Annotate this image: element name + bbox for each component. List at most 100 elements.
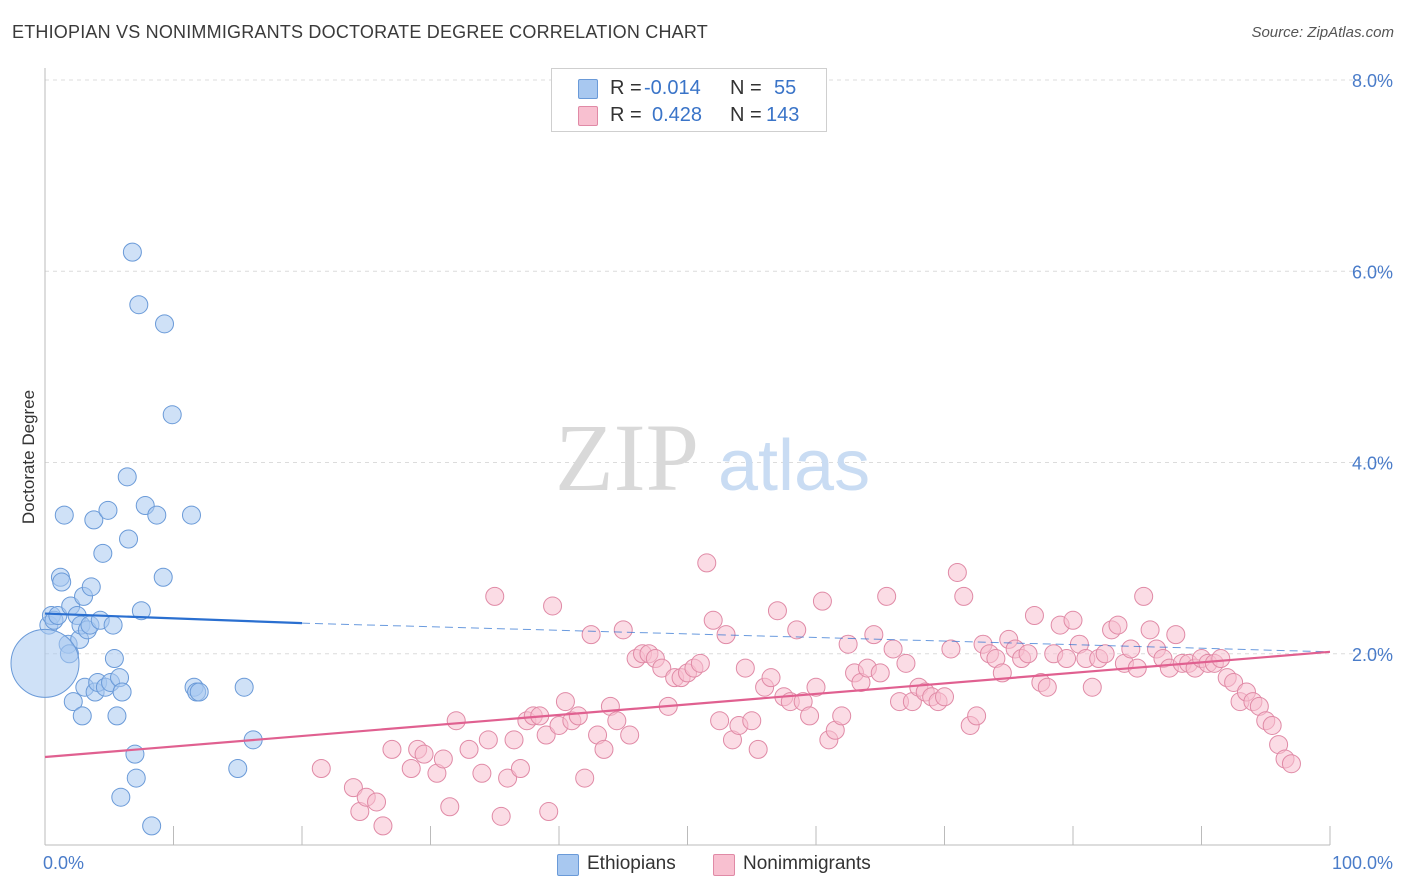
legend-r-value: -0.014 bbox=[644, 77, 701, 99]
trend-lines bbox=[44, 612, 1331, 759]
legend-r-label: R = bbox=[610, 77, 642, 99]
nonimmigrant-point bbox=[716, 625, 736, 645]
nonimmigrant-point bbox=[954, 586, 974, 606]
nonimmigrant-point bbox=[440, 797, 460, 817]
bottom-legend-swatch-nonimmigrants bbox=[713, 854, 735, 876]
ethiopian-point bbox=[162, 405, 182, 425]
ethiopian-point bbox=[153, 567, 173, 587]
nonimmigrant-point bbox=[787, 620, 807, 640]
y-tick-label: 6.0% bbox=[1352, 262, 1393, 282]
x-tick-label: 100.0% bbox=[1332, 853, 1393, 873]
grid-lines bbox=[45, 79, 1392, 655]
nonimmigrant-point bbox=[806, 677, 826, 697]
ethiopian-point bbox=[142, 816, 162, 836]
correlation-legend: R = -0.014 N = 55 R = 0.428 N = 143 bbox=[551, 68, 827, 132]
nonimmigrant-point bbox=[446, 711, 466, 731]
nonimmigrant-point bbox=[607, 711, 627, 731]
tick-labels: 2.0% 4.0% 6.0% 8.0% 0.0% 100.0% bbox=[43, 71, 1393, 873]
ethiopian-point bbox=[131, 601, 151, 621]
y-tick-label: 2.0% bbox=[1352, 645, 1393, 665]
ethiopian-point bbox=[10, 628, 80, 698]
ethiopian-point bbox=[155, 314, 175, 334]
ethiopian-point bbox=[234, 677, 254, 697]
nonimmigrant-point bbox=[748, 739, 768, 759]
nonimmigrant-point bbox=[373, 816, 393, 836]
nonimmigrant-point bbox=[1281, 754, 1301, 774]
nonimmigrant-point bbox=[761, 668, 781, 688]
ethiopian-point bbox=[81, 577, 101, 597]
nonimmigrant-point bbox=[581, 625, 601, 645]
axes bbox=[44, 68, 1331, 846]
nonimmigrant-point bbox=[575, 768, 595, 788]
nonimmigrant-point bbox=[1134, 586, 1154, 606]
legend-n-label: N = bbox=[730, 77, 762, 99]
nonimmigrant-point bbox=[594, 739, 614, 759]
nonimmigrant-point bbox=[555, 692, 575, 712]
nonimmigrant-point bbox=[1037, 677, 1057, 697]
chart-title: ETHIOPIAN VS NONIMMIGRANTS DOCTORATE DEG… bbox=[12, 22, 708, 42]
nonimmigrant-point bbox=[1095, 644, 1115, 664]
nonimmigrant-point bbox=[1063, 610, 1083, 630]
ethiopian-point bbox=[117, 467, 137, 487]
ethiopian-point bbox=[129, 295, 149, 315]
nonimmigrant-point bbox=[1057, 649, 1077, 669]
legend-n-value: 143 bbox=[766, 104, 800, 126]
nonimmigrant-point bbox=[613, 620, 633, 640]
ethiopian-point bbox=[119, 529, 139, 549]
nonimmigrant-point bbox=[710, 711, 730, 731]
nonimmigrant-point bbox=[498, 768, 518, 788]
ethiopian-point bbox=[189, 682, 209, 702]
nonimmigrant-point bbox=[967, 706, 987, 726]
nonimmigrant-point bbox=[832, 706, 852, 726]
bottom-legend-label-ethiopians: Ethiopians bbox=[587, 853, 676, 874]
legend-swatch-ethiopians bbox=[578, 79, 598, 99]
nonimmigrant-point bbox=[941, 639, 961, 659]
bottom-legend-label-nonimmigrants: Nonimmigrants bbox=[743, 853, 871, 874]
legend-r-value: 0.428 bbox=[652, 104, 703, 126]
nonimmigrant-point bbox=[491, 806, 511, 826]
y-tick-label: 4.0% bbox=[1352, 454, 1393, 474]
ethiopian-point bbox=[104, 649, 124, 669]
watermark: ZIP atlas bbox=[555, 404, 870, 511]
nonimmigrant-point bbox=[543, 596, 563, 616]
nonimmigrant-point bbox=[1262, 715, 1282, 735]
nonimmigrant-point bbox=[1140, 620, 1160, 640]
nonimmigrant-point bbox=[343, 778, 363, 798]
ethiopian-point bbox=[228, 759, 248, 778]
nonimmigrant-point bbox=[1224, 672, 1244, 692]
nonimmigrant-point bbox=[539, 802, 559, 822]
nonimmigrant-point bbox=[735, 658, 755, 678]
nonimmigrant-point bbox=[697, 553, 717, 573]
nonimmigrant-point bbox=[1082, 677, 1102, 697]
nonimmigrant-point bbox=[311, 759, 331, 778]
nonimmigrant-point bbox=[896, 653, 916, 673]
nonimmigrant-point bbox=[947, 562, 967, 582]
nonimmigrant-point bbox=[870, 663, 890, 683]
nonimmigrant-point bbox=[767, 601, 787, 621]
ethiopian-point bbox=[122, 242, 142, 262]
ethiopians-trend-line bbox=[44, 612, 303, 625]
nonimmigrant-point bbox=[838, 634, 858, 654]
ethiopian-point bbox=[72, 706, 92, 726]
nonimmigrant-point bbox=[504, 730, 524, 750]
ethiopian-point bbox=[103, 615, 123, 635]
nonimmigrant-point bbox=[414, 744, 434, 764]
bottom-legend-swatch-ethiopians bbox=[557, 854, 579, 876]
y-axis-title: Doctorate Degree bbox=[19, 390, 38, 524]
nonimmigrant-point bbox=[382, 739, 402, 759]
nonimmigrant-point bbox=[478, 730, 498, 750]
nonimmigrant-point bbox=[1024, 606, 1044, 625]
nonimmigrant-point bbox=[812, 591, 832, 611]
nonimmigrant-point bbox=[690, 653, 710, 673]
ethiopian-point bbox=[93, 543, 113, 563]
nonimmigrant-point bbox=[620, 725, 640, 745]
watermark-zip: ZIP bbox=[555, 404, 699, 511]
nonimmigrant-point bbox=[935, 687, 954, 707]
legend-n-value: 55 bbox=[774, 77, 797, 99]
ethiopian-point bbox=[181, 505, 201, 525]
ethiopian-point bbox=[52, 572, 72, 592]
nonimmigrant-point bbox=[472, 763, 492, 783]
nonimmigrant-point bbox=[1108, 615, 1128, 635]
nonimmigrant-point bbox=[877, 586, 897, 606]
